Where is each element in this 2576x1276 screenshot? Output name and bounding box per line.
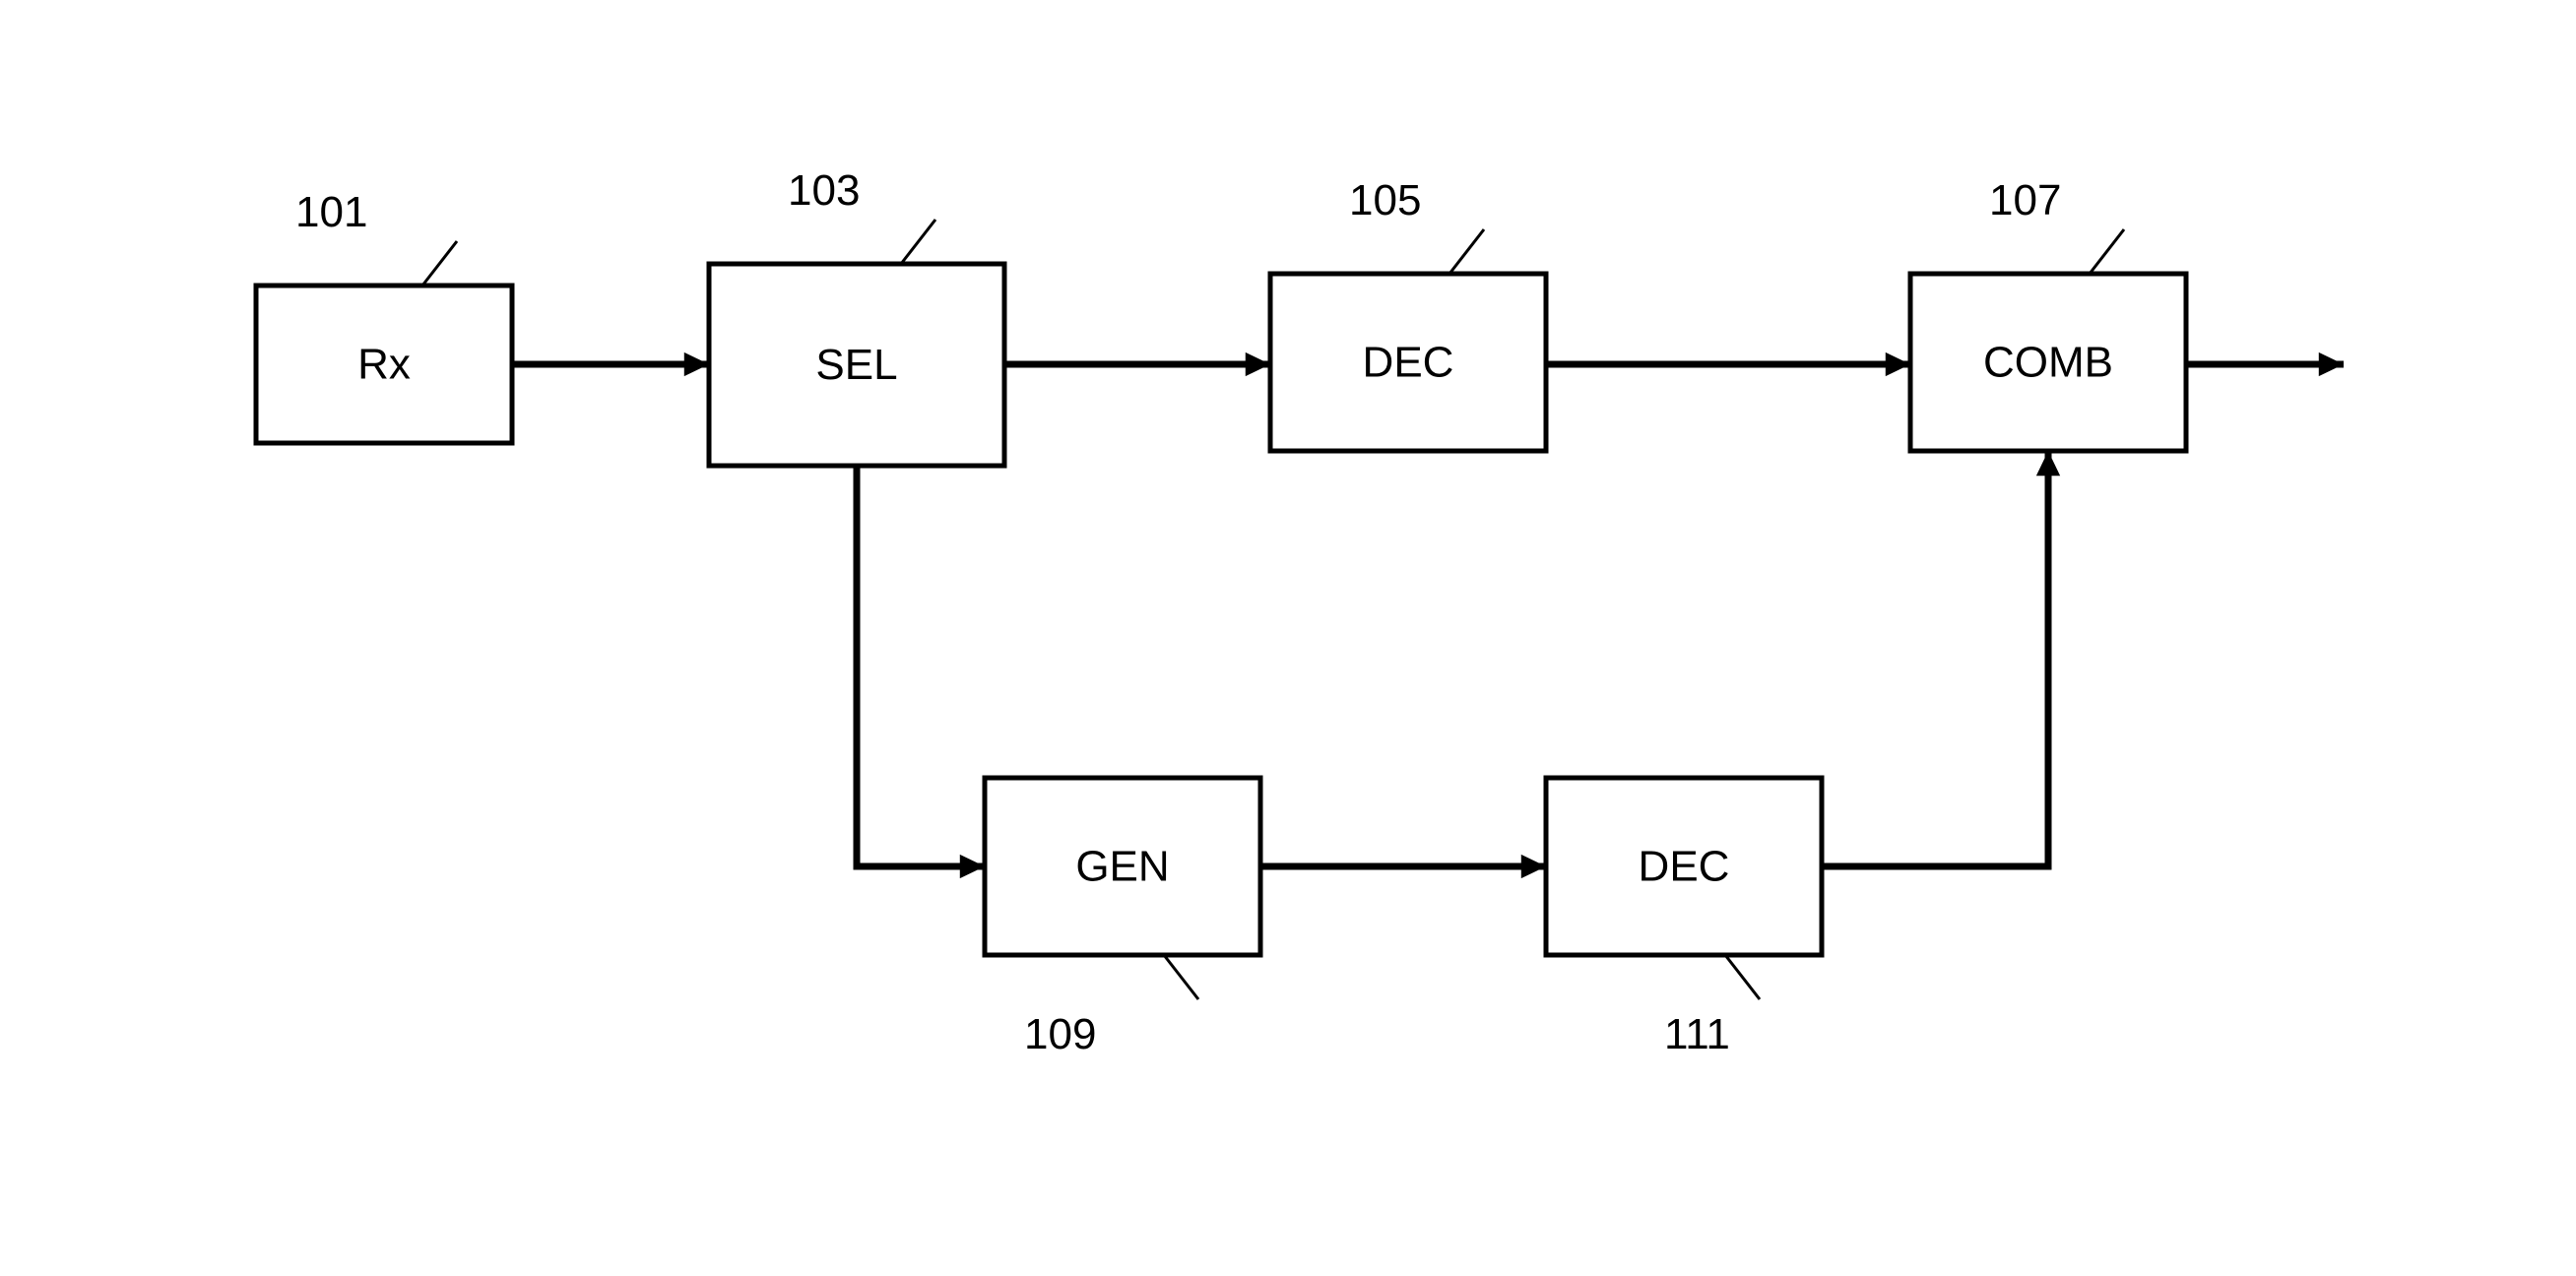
ref-tick-sel — [901, 220, 935, 264]
ref-tick-dec1 — [1449, 229, 1484, 274]
block-label-gen: GEN — [1075, 843, 1169, 891]
block-label-dec1: DEC — [1363, 339, 1454, 387]
ref-tick-rx — [422, 241, 457, 286]
arrowhead — [2319, 352, 2344, 376]
block-label-rx: Rx — [357, 341, 411, 389]
ref-tick-comb — [2090, 229, 2124, 274]
block-label-comb: COMB — [1983, 339, 2113, 387]
ref-number-dec1: 105 — [1349, 176, 1421, 224]
arrowhead — [2036, 451, 2060, 476]
ref-tick-dec2 — [1725, 955, 1760, 999]
edge-dec2_right-comb_bottom — [1822, 451, 2048, 866]
block-diagram: Rx SEL DEC COMB GEN DEC 101 103 105 107 109 111 — [0, 0, 2576, 1276]
ref-number-sel: 103 — [788, 166, 860, 215]
ref-number-gen: 109 — [1024, 1010, 1096, 1058]
edge-sel_bottom-gen_left — [857, 466, 985, 866]
ref-tick-gen — [1164, 955, 1198, 999]
ref-number-comb: 107 — [1989, 176, 2061, 224]
ref-number-dec2: 111 — [1664, 1010, 1730, 1058]
arrowhead — [1886, 352, 1910, 376]
arrowhead — [1521, 855, 1546, 878]
arrowhead — [684, 352, 709, 376]
ref-number-rx: 101 — [295, 188, 367, 236]
arrowhead — [1246, 352, 1270, 376]
block-label-dec2: DEC — [1639, 843, 1730, 891]
block-label-sel: SEL — [815, 341, 897, 389]
arrowhead — [960, 855, 985, 878]
